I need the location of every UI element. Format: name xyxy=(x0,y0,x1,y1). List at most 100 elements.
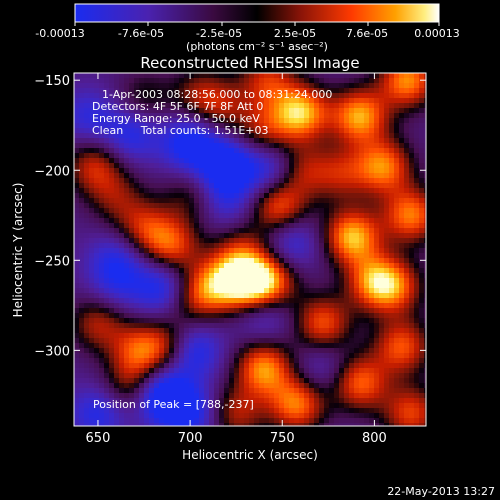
heatmap-cell xyxy=(169,223,175,229)
heatmap-cell xyxy=(234,138,240,144)
heatmap-cell xyxy=(304,373,310,379)
heatmap-cell xyxy=(249,263,255,269)
heatmap-cell xyxy=(369,353,375,359)
heatmap-cell xyxy=(119,338,125,344)
heatmap-cell xyxy=(384,183,390,189)
heatmap-cell xyxy=(334,123,340,129)
heatmap-cell xyxy=(179,143,185,149)
heatmap-cell xyxy=(384,208,390,214)
heatmap-cell xyxy=(244,313,250,319)
heatmap-cell xyxy=(119,138,125,144)
heatmap-cell xyxy=(229,208,235,214)
heatmap-cell xyxy=(179,318,185,324)
heatmap-cell xyxy=(209,133,215,139)
heatmap-cell xyxy=(194,103,200,109)
heatmap-cell xyxy=(254,133,260,139)
heatmap-cell xyxy=(334,73,340,79)
heatmap-cell xyxy=(114,278,120,284)
heatmap-cell xyxy=(189,418,195,424)
heatmap-cell xyxy=(144,393,150,399)
heatmap-cell xyxy=(334,358,340,364)
heatmap-cell xyxy=(199,383,205,389)
heatmap-cell xyxy=(79,73,85,79)
heatmap-cell xyxy=(199,223,205,229)
heatmap-cell xyxy=(224,348,230,354)
heatmap-cell xyxy=(264,303,270,309)
heatmap-cell xyxy=(359,313,365,319)
heatmap-cell xyxy=(294,138,300,144)
heatmap-cell xyxy=(209,293,215,299)
heatmap-cell xyxy=(279,233,285,239)
heatmap-cell xyxy=(84,128,90,134)
heatmap-cell xyxy=(404,83,410,89)
heatmap-cell xyxy=(414,243,420,249)
heatmap-cell xyxy=(174,193,180,199)
heatmap-cell xyxy=(89,253,95,259)
heatmap-cell xyxy=(299,348,305,354)
heatmap-cell xyxy=(84,168,90,174)
heatmap-cell xyxy=(99,108,105,114)
heatmap-cell xyxy=(249,378,255,384)
heatmap-cell xyxy=(409,203,415,209)
heatmap-cell xyxy=(309,188,315,194)
heatmap-cell xyxy=(264,78,270,84)
heatmap-cell xyxy=(269,383,275,389)
heatmap-cell xyxy=(279,223,285,229)
heatmap-cell xyxy=(269,138,275,144)
heatmap-cell xyxy=(424,363,426,369)
heatmap-cell xyxy=(399,103,405,109)
heatmap-cell xyxy=(354,368,360,374)
heatmap-cell xyxy=(349,348,355,354)
heatmap-cell xyxy=(414,298,420,304)
heatmap-cell xyxy=(119,183,125,189)
heatmap-cell xyxy=(174,163,180,169)
heatmap-cell xyxy=(304,313,310,319)
heatmap-cell xyxy=(209,358,215,364)
heatmap-cell xyxy=(299,188,305,194)
heatmap-cell xyxy=(194,398,200,404)
heatmap-cell xyxy=(359,398,365,404)
heatmap-cell xyxy=(139,393,145,399)
heatmap-cell xyxy=(129,178,135,184)
heatmap-cell xyxy=(299,353,305,359)
heatmap-cell xyxy=(139,178,145,184)
heatmap-cell xyxy=(294,418,300,424)
heatmap-cell xyxy=(134,408,140,414)
heatmap-cell xyxy=(274,403,280,409)
heatmap-cell xyxy=(184,208,190,214)
heatmap-cell xyxy=(164,338,170,344)
heatmap-cell xyxy=(419,103,425,109)
heatmap-cell xyxy=(214,288,220,294)
heatmap-cell xyxy=(284,203,290,209)
heatmap-cell xyxy=(194,183,200,189)
heatmap-cell xyxy=(229,293,235,299)
heatmap-cell xyxy=(319,393,325,399)
heatmap-cell xyxy=(264,348,270,354)
heatmap-cell xyxy=(249,333,255,339)
heatmap-cell xyxy=(149,288,155,294)
heatmap-cell xyxy=(379,208,385,214)
heatmap-cell xyxy=(404,393,410,399)
heatmap-cell xyxy=(234,378,240,384)
heatmap-cell xyxy=(239,233,245,239)
heatmap-cell xyxy=(364,238,370,244)
heatmap-cell xyxy=(214,298,220,304)
heatmap-cell xyxy=(329,108,335,114)
heatmap-cell xyxy=(364,123,370,129)
heatmap-cell xyxy=(259,118,265,124)
heatmap-cell xyxy=(309,278,315,284)
heatmap-cell xyxy=(424,128,426,134)
heatmap-cell xyxy=(104,163,110,169)
heatmap-cell xyxy=(199,348,205,354)
heatmap-cell xyxy=(139,343,145,349)
heatmap-cell xyxy=(264,308,270,314)
heatmap-cell xyxy=(324,328,330,334)
heatmap-cell xyxy=(404,348,410,354)
heatmap-cell xyxy=(114,373,120,379)
heatmap-cell xyxy=(314,413,320,419)
heatmap-cell xyxy=(384,368,390,374)
heatmap-cell xyxy=(424,183,426,189)
heatmap-cell xyxy=(399,88,405,94)
heatmap-cell xyxy=(234,388,240,394)
heatmap-cell xyxy=(394,383,400,389)
